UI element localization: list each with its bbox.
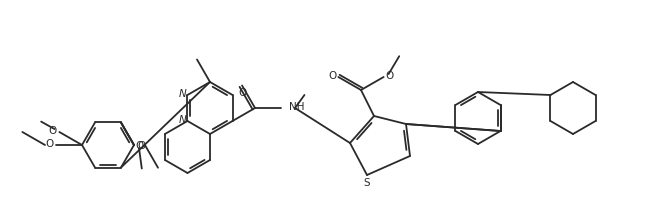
Text: O: O [238,88,246,99]
Text: O: O [136,141,144,151]
Text: O: O [137,141,145,151]
Text: O: O [46,139,54,149]
Text: O: O [385,71,394,81]
Text: O: O [48,126,57,136]
Text: N: N [178,89,186,99]
Text: NH: NH [289,102,305,112]
Text: S: S [364,178,370,188]
Text: N: N [178,115,186,125]
Text: O: O [328,71,337,81]
